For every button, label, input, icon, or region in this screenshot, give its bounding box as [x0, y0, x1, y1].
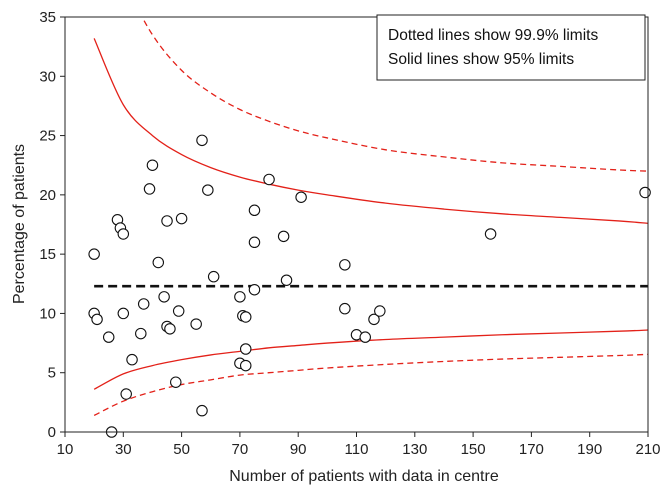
data-point [264, 174, 274, 184]
data-point [165, 324, 175, 334]
data-point [203, 185, 213, 195]
x-tick-label: 150 [461, 441, 486, 458]
x-tick-label: 170 [519, 441, 544, 458]
data-point [89, 249, 99, 259]
y-axis-title: Percentage of patients [11, 144, 28, 304]
data-point [153, 257, 163, 267]
legend: Dotted lines show 99.9% limits Solid lin… [377, 15, 645, 80]
data-point [136, 328, 146, 338]
data-point [92, 314, 102, 324]
data-point [235, 292, 245, 302]
data-point [281, 275, 291, 285]
data-point [360, 332, 370, 342]
x-tick-label: 190 [577, 441, 602, 458]
data-point [173, 306, 183, 316]
y-tick-label: 10 [39, 305, 56, 322]
data-point [171, 377, 181, 387]
x-tick-label: 50 [173, 441, 190, 458]
data-point [278, 231, 288, 241]
data-point [241, 344, 251, 354]
data-point [104, 332, 114, 342]
data-point [340, 260, 350, 270]
x-tick-label: 130 [402, 441, 427, 458]
data-point [118, 229, 128, 239]
y-tick-label: 25 [39, 128, 56, 145]
data-points [89, 135, 650, 437]
data-point [241, 312, 251, 322]
x-axis-title: Number of patients with data in centre [229, 468, 499, 485]
legend-box [377, 15, 645, 80]
data-point [197, 405, 207, 415]
data-point [118, 308, 128, 318]
x-tick-label: 110 [345, 441, 369, 458]
x-tick-label: 30 [115, 441, 132, 458]
x-tick-label: 10 [57, 441, 74, 458]
y-tick-label: 30 [39, 68, 56, 85]
data-point [191, 319, 201, 329]
data-point [249, 237, 259, 247]
data-point [144, 184, 154, 194]
legend-line-99-9: Dotted lines show 99.9% limits [388, 27, 598, 44]
data-point [208, 271, 218, 281]
y-tick-label: 0 [48, 424, 56, 441]
data-point [147, 160, 157, 170]
x-tick-label: 70 [232, 441, 249, 458]
data-point [197, 135, 207, 145]
y-tick-label: 5 [48, 365, 56, 382]
data-point [485, 229, 495, 239]
data-point [121, 389, 131, 399]
x-tick-label: 210 [635, 441, 660, 458]
y-tick-label: 35 [39, 9, 56, 26]
data-point [640, 187, 650, 197]
data-point [162, 216, 172, 226]
y-tick-label: 20 [39, 187, 56, 204]
data-point [127, 354, 137, 364]
data-point [296, 192, 306, 202]
data-point [139, 299, 149, 309]
data-point [176, 213, 186, 223]
legend-line-95: Solid lines show 95% limits [388, 51, 574, 68]
data-point [375, 306, 385, 316]
data-point [159, 292, 169, 302]
x-tick-label: 90 [290, 441, 307, 458]
y-tick-label: 15 [39, 246, 56, 263]
data-point [249, 205, 259, 215]
data-point [340, 303, 350, 313]
data-point [241, 360, 251, 370]
data-point [249, 285, 259, 295]
